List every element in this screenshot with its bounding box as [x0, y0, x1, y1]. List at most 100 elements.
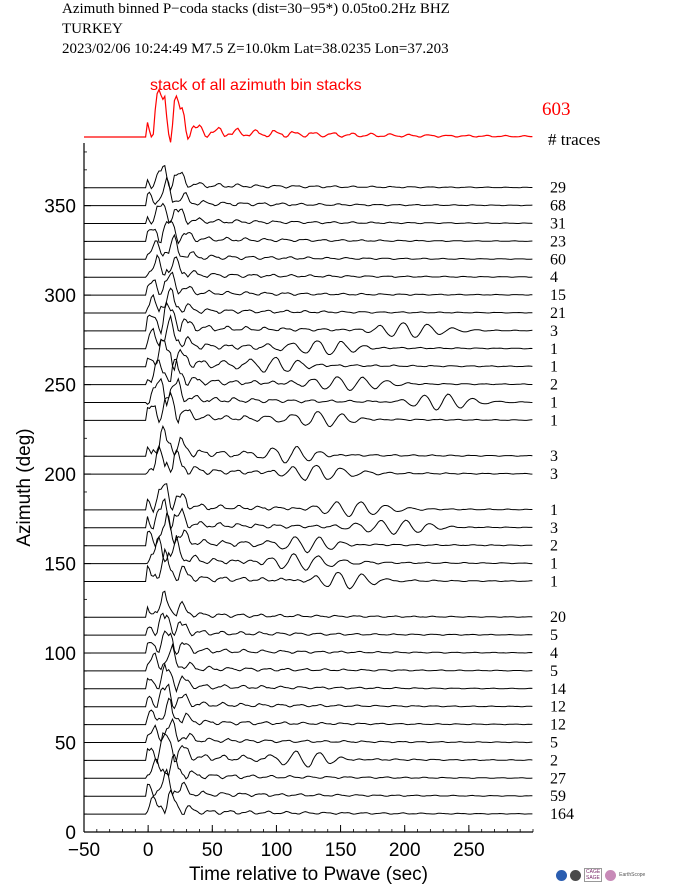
trace-azimuth-340 — [84, 202, 533, 226]
trace-azimuth-210 — [84, 424, 533, 464]
x-tick-label: 0 — [143, 840, 154, 861]
trace-azimuth-230 — [84, 391, 533, 428]
trace-count-label: 3 — [550, 520, 558, 537]
earthscope-logo-icon — [605, 869, 617, 881]
y-axis-label: Azimuth (deg) — [14, 428, 35, 546]
sage-seal-icon — [570, 869, 581, 881]
trace-azimuth-140 — [84, 547, 533, 590]
trace-count-label: 20 — [550, 609, 566, 626]
trace-count-label: 3 — [550, 323, 558, 340]
stack-label: stack of all azimuth bin stacks — [150, 77, 362, 94]
trace-azimuth-20 — [84, 768, 533, 798]
trace-count-label: 5 — [550, 735, 558, 752]
trace-azimuth-60 — [84, 697, 533, 726]
logo-strip: CAGE SAGE EarthScope — [556, 868, 645, 882]
header-line-3: 2023/02/06 10:24:49 M7.5 Z=10.0km Lat=38… — [62, 41, 449, 57]
x-axis-label: Time relative to Pwave (sec) — [189, 864, 428, 885]
trace-count-label: 27 — [550, 770, 566, 787]
trace-azimuth-240 — [84, 377, 533, 411]
trace-count-label: 1 — [550, 412, 558, 429]
trace-count-label: 68 — [550, 198, 566, 215]
traces-header: # traces — [548, 130, 600, 149]
trace-azimuth-40 — [84, 732, 533, 768]
y-tick-label: 250 — [44, 376, 76, 397]
trace-azimuth-120 — [84, 590, 533, 619]
trace-count-label: 1 — [550, 394, 558, 411]
trace-azimuth-320 — [84, 233, 533, 261]
trace-azimuth-90 — [84, 642, 533, 672]
trace-count-label: 1 — [550, 502, 558, 519]
trace-azimuth-360 — [84, 164, 533, 191]
header-line-2: TURKEY — [62, 21, 123, 37]
trace-azimuth-290 — [84, 287, 533, 314]
trace-count-label: 1 — [550, 359, 558, 376]
y-tick-label: 350 — [44, 197, 76, 218]
trace-count-label: 23 — [550, 233, 566, 250]
traces-group — [84, 164, 533, 815]
trace-count-label: 15 — [550, 287, 566, 304]
axes-group: −50 0 50 100 150 200 250050100150200250300350T… — [14, 143, 534, 885]
trace-count-label: 2 — [550, 752, 558, 769]
trace-azimuth-50 — [84, 717, 533, 744]
y-tick-label: 300 — [44, 286, 76, 307]
stack-group: stack of all azimuth bin stacks 603 # trac… — [84, 77, 600, 149]
trace-azimuth-80 — [84, 662, 533, 694]
trace-count-label: 21 — [550, 305, 566, 322]
x-tick-label: 250 — [453, 840, 485, 861]
trace-azimuth-10 — [84, 789, 533, 815]
y-tick-label: 0 — [65, 823, 76, 844]
x-tick-label: 150 — [325, 840, 357, 861]
trace-azimuth-300 — [84, 271, 533, 296]
trace-azimuth-110 — [84, 612, 533, 637]
y-tick-label: 50 — [55, 734, 76, 755]
trace-azimuth-350 — [84, 175, 533, 207]
trace-count-label: 1 — [550, 573, 558, 590]
x-tick-label: 100 — [261, 840, 293, 861]
trace-count-label: 4 — [550, 269, 558, 286]
trace-azimuth-280 — [84, 301, 533, 338]
y-tick-label: 200 — [44, 465, 76, 486]
trace-count-label: 59 — [550, 788, 566, 805]
trace-azimuth-270 — [84, 314, 533, 355]
header-line-1: Azimuth binned P−coda stacks (dist=30−95… — [62, 1, 450, 17]
trace-count-label: 2 — [550, 377, 558, 394]
trace-azimuth-200 — [84, 444, 533, 482]
trace-count-label: 60 — [550, 251, 566, 268]
trace-count-label: 14 — [550, 681, 566, 698]
trace-count-label: 3 — [550, 466, 558, 483]
trace-azimuth-310 — [84, 253, 533, 279]
trace-count-label: 164 — [550, 806, 574, 823]
trace-count-labels: 2968312360415213112113313211205451412125… — [550, 180, 574, 823]
x-tick-label: 200 — [389, 840, 421, 861]
stack-trace — [84, 88, 533, 143]
x-tick-label: −50 — [68, 840, 100, 861]
trace-count-label: 5 — [550, 627, 558, 644]
trace-azimuth-100 — [84, 630, 533, 655]
trace-count-label: 3 — [550, 448, 558, 465]
trace-azimuth-250 — [84, 358, 533, 392]
trace-count-label: 12 — [550, 717, 566, 734]
trace-azimuth-330 — [84, 220, 533, 245]
trace-azimuth-170 — [84, 498, 533, 535]
nsf-logo-icon — [556, 869, 567, 881]
y-tick-label: 150 — [44, 555, 76, 576]
total-traces-count: 603 — [542, 99, 571, 120]
cage-sage-logo-icon: CAGE SAGE — [584, 868, 603, 882]
trace-azimuth-150 — [84, 535, 533, 571]
trace-count-label: 12 — [550, 699, 566, 716]
trace-azimuth-160 — [84, 512, 533, 554]
trace-count-label: 5 — [550, 663, 558, 680]
trace-count-label: 1 — [550, 341, 558, 358]
trace-azimuth-180 — [84, 483, 533, 518]
trace-count-label: 4 — [550, 645, 558, 662]
trace-count-label: 2 — [550, 538, 558, 555]
trace-count-label: 1 — [550, 556, 558, 573]
trace-azimuth-260 — [84, 338, 533, 373]
trace-azimuth-70 — [84, 683, 533, 710]
trace-count-label: 31 — [550, 216, 566, 233]
y-tick-label: 100 — [44, 644, 76, 665]
trace-count-label: 29 — [550, 180, 566, 197]
x-tick-label: 50 — [202, 840, 223, 861]
